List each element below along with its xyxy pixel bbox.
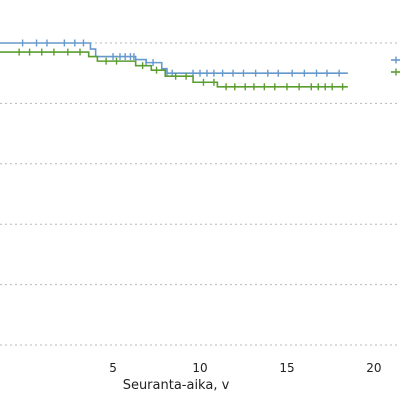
x-axis-label: Seuranta-aika, v bbox=[123, 378, 230, 393]
gridlines bbox=[0, 42, 400, 346]
series-2-line bbox=[0, 51, 348, 88]
x-tick-label: 20 bbox=[366, 361, 381, 375]
x-axis-ticks: 5 10 15 20 bbox=[109, 361, 381, 375]
series-group bbox=[0, 39, 348, 91]
x-tick-label: 5 bbox=[109, 361, 117, 375]
series-1-line bbox=[0, 42, 348, 74]
x-tick-label: 15 bbox=[279, 361, 294, 375]
series-2 bbox=[0, 48, 348, 91]
legend bbox=[391, 56, 400, 76]
series-1 bbox=[0, 39, 348, 77]
x-tick-label: 10 bbox=[192, 361, 207, 375]
